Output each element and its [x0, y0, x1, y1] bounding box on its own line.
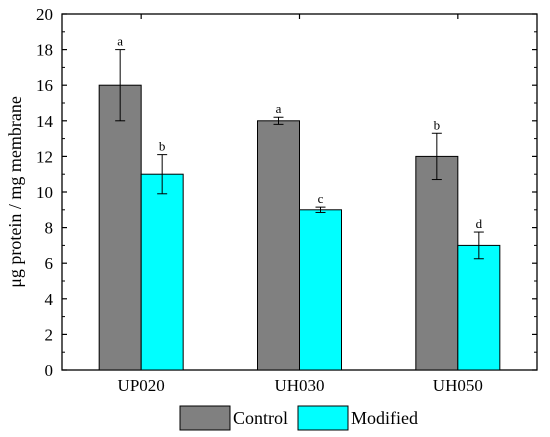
y-tick-label: 20 [36, 5, 53, 24]
x-tick-label: UH050 [433, 376, 483, 395]
legend: Control Modified [179, 405, 418, 431]
y-tick-label: 0 [45, 361, 54, 380]
y-tick-label: 4 [45, 290, 54, 309]
y-axis-ticks: 0 2 4 6 8 10 12 14 16 18 20 [36, 5, 537, 380]
y-tick-label: 14 [36, 112, 54, 131]
y-tick-label: 18 [36, 41, 53, 60]
x-tick-label: UP020 [118, 376, 165, 395]
y-tick-label: 2 [45, 325, 54, 344]
bar-modified-uh050 [457, 244, 501, 371]
significance-letter: a [276, 101, 282, 116]
significance-letter: b [434, 117, 441, 132]
legend-label: Control [233, 408, 288, 428]
bar-control-uh030 [257, 120, 300, 371]
significance-letter: b [159, 139, 166, 154]
legend-item-control: Control [179, 405, 288, 431]
x-axis-ticks: UP020 UH030 UH050 [118, 14, 483, 395]
significance-letter: a [117, 34, 123, 49]
error-bars [115, 49, 484, 260]
y-tick-label: 10 [36, 183, 53, 202]
bar-modified-uh030 [299, 209, 342, 371]
legend-item-modified: Modified [297, 405, 418, 431]
bar-control-uh050 [415, 155, 459, 371]
significance-letters: a a b b c d [117, 34, 482, 231]
y-tick-label: 16 [36, 76, 53, 95]
legend-swatch [297, 405, 349, 431]
y-axis-label: μg protein / mg membrane [5, 96, 25, 288]
plot-area: 0 2 4 6 8 10 12 14 16 18 20 UP020 UH030 UH050 a a b b c d [36, 5, 538, 395]
significance-letter: c [318, 191, 324, 206]
bars [98, 84, 501, 371]
bar-modified-up020 [140, 173, 184, 371]
bar-control-up020 [98, 84, 142, 371]
y-tick-label: 12 [36, 147, 53, 166]
significance-letter: d [476, 216, 483, 231]
y-tick-label: 6 [45, 254, 54, 273]
x-tick-label: UH030 [274, 376, 324, 395]
legend-swatch [179, 405, 231, 431]
legend-label: Modified [351, 408, 418, 428]
y-tick-label: 8 [45, 219, 54, 238]
